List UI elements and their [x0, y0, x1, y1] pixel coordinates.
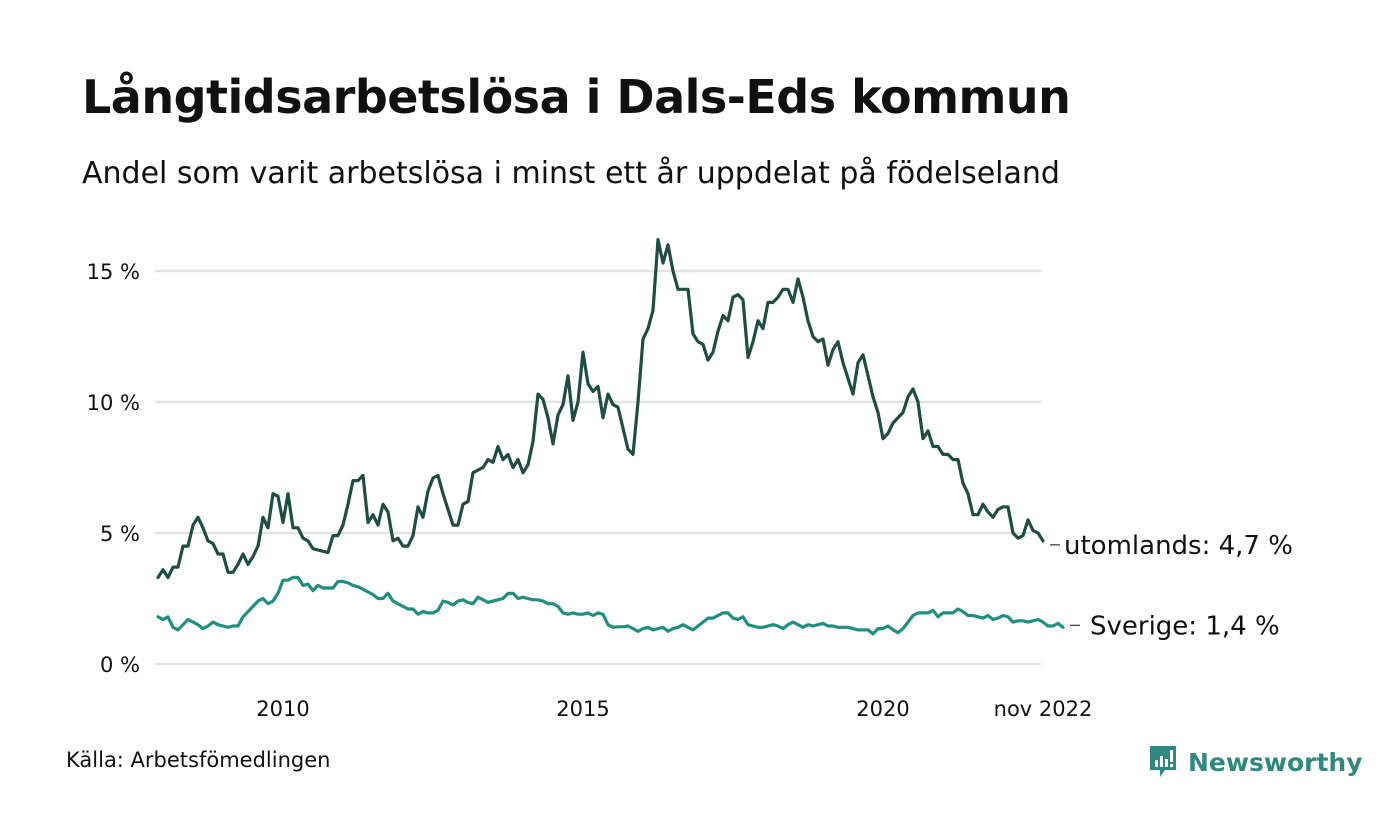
y-tick-label: 5 % [100, 522, 140, 546]
brand-name: Newsworthy [1188, 747, 1363, 777]
x-tick-label: 2020 [856, 697, 909, 721]
series-lines [156, 238, 1065, 636]
chart-subtitle: Andel som varit arbetslösa i minst ett å… [82, 156, 1060, 191]
y-tick-label: 15 % [87, 260, 140, 284]
gridlines [155, 269, 1041, 666]
newsworthy-logo-icon [1150, 746, 1176, 777]
x-tick-label: 2015 [556, 697, 609, 721]
series-line-utomlands [156, 238, 1045, 580]
x-tick-label: 2010 [256, 697, 309, 721]
x-axis: 2010 2015 2020 nov 2022 [256, 697, 1092, 721]
source-note: Källa: Arbetsfömedlingen [66, 748, 331, 772]
end-label-sverige: Sverige: 1,4 % [1090, 611, 1280, 641]
y-tick-label: 0 % [100, 653, 140, 677]
y-tick-label: 10 % [87, 391, 140, 415]
chart-title: Långtidsarbetslösa i Dals-Eds kommun [82, 70, 1071, 124]
end-label-utomlands: utomlands: 4,7 % [1064, 531, 1293, 561]
end-labels: utomlands: 4,7 % Sverige: 1,4 % [1050, 531, 1293, 641]
series-line-sverige [156, 575, 1065, 636]
x-tick-label: nov 2022 [994, 697, 1093, 721]
y-axis: 0 % 5 % 10 % 15 % [87, 260, 140, 677]
newsworthy-logo: Newsworthy [1148, 744, 1363, 780]
